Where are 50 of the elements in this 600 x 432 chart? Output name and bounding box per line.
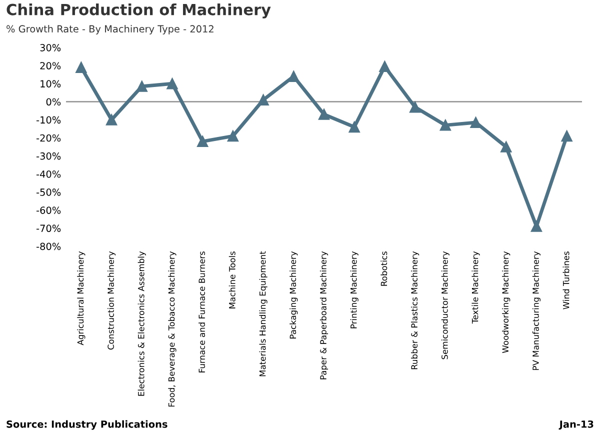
point xyxy=(561,130,572,142)
x-tick-label: Machine Tools xyxy=(228,252,236,308)
y-tick-label: -30% xyxy=(36,152,61,160)
x-tick-label: Furnace and Furnace Burners xyxy=(198,252,206,372)
x-tick-label: Woodworking Machinery xyxy=(502,251,510,354)
y-tick-label: -20% xyxy=(36,134,61,142)
y-tick-label: 20% xyxy=(40,62,61,70)
point xyxy=(76,62,87,73)
x-tick-label: Electronics & Electronics Assembly xyxy=(138,251,146,396)
x-tick-label: Semiconductor Machinery xyxy=(441,251,450,360)
point xyxy=(410,102,421,113)
text: Jan-13 xyxy=(558,420,594,430)
point xyxy=(348,121,360,133)
x-tick-label: Paper & Paperboard Machinery xyxy=(320,251,328,380)
y-tick-label: -50% xyxy=(36,188,61,196)
x-tick-label: Packaging Machinery xyxy=(290,251,298,338)
y-tick-label: -70% xyxy=(36,224,61,232)
y-tick-label: 30% xyxy=(40,44,61,52)
x-tick-label: Agricultural Machinery xyxy=(77,251,86,346)
x-tick-label: Textile Machinery xyxy=(472,251,480,324)
x-tick-label: Construction Machinery xyxy=(107,251,116,350)
point xyxy=(166,78,178,90)
x-tick-label: Food, Beverage & Tobacco Machinery xyxy=(168,251,176,407)
point xyxy=(106,114,118,126)
point xyxy=(227,130,238,142)
x-tick-label: Wind Turbines xyxy=(562,252,570,310)
point xyxy=(288,70,300,82)
y-tick-label: 10% xyxy=(40,80,61,88)
point xyxy=(379,60,390,72)
x-tick-label: Printing Machinery xyxy=(350,251,358,328)
point xyxy=(197,136,208,148)
point xyxy=(136,80,148,92)
x-tick-label: Rubber & Plastics Machinery xyxy=(411,251,420,370)
point xyxy=(530,220,542,232)
y-tick-label: -60% xyxy=(36,206,61,214)
point xyxy=(318,108,330,120)
y-tick-label: 0% xyxy=(46,98,61,106)
x-tick-label: Robotics xyxy=(380,252,388,286)
point xyxy=(500,141,512,152)
point xyxy=(258,94,269,106)
x-tick-label: PV Manufacturing Machinery xyxy=(532,251,541,370)
chart-title: China Production of Machinery xyxy=(6,4,271,18)
x-tick-label: Materials Handling Equipment xyxy=(259,251,268,376)
source-note: Source: Industry Publications xyxy=(6,420,168,430)
y-tick-label: -40% xyxy=(36,170,61,178)
point xyxy=(470,116,482,128)
chart-subtitle: % Growth Rate - By Machinery Type - 2012 xyxy=(6,25,214,34)
point xyxy=(440,120,451,131)
y-tick-label: -80% xyxy=(36,242,61,250)
y-tick-label: -10% xyxy=(36,116,61,124)
